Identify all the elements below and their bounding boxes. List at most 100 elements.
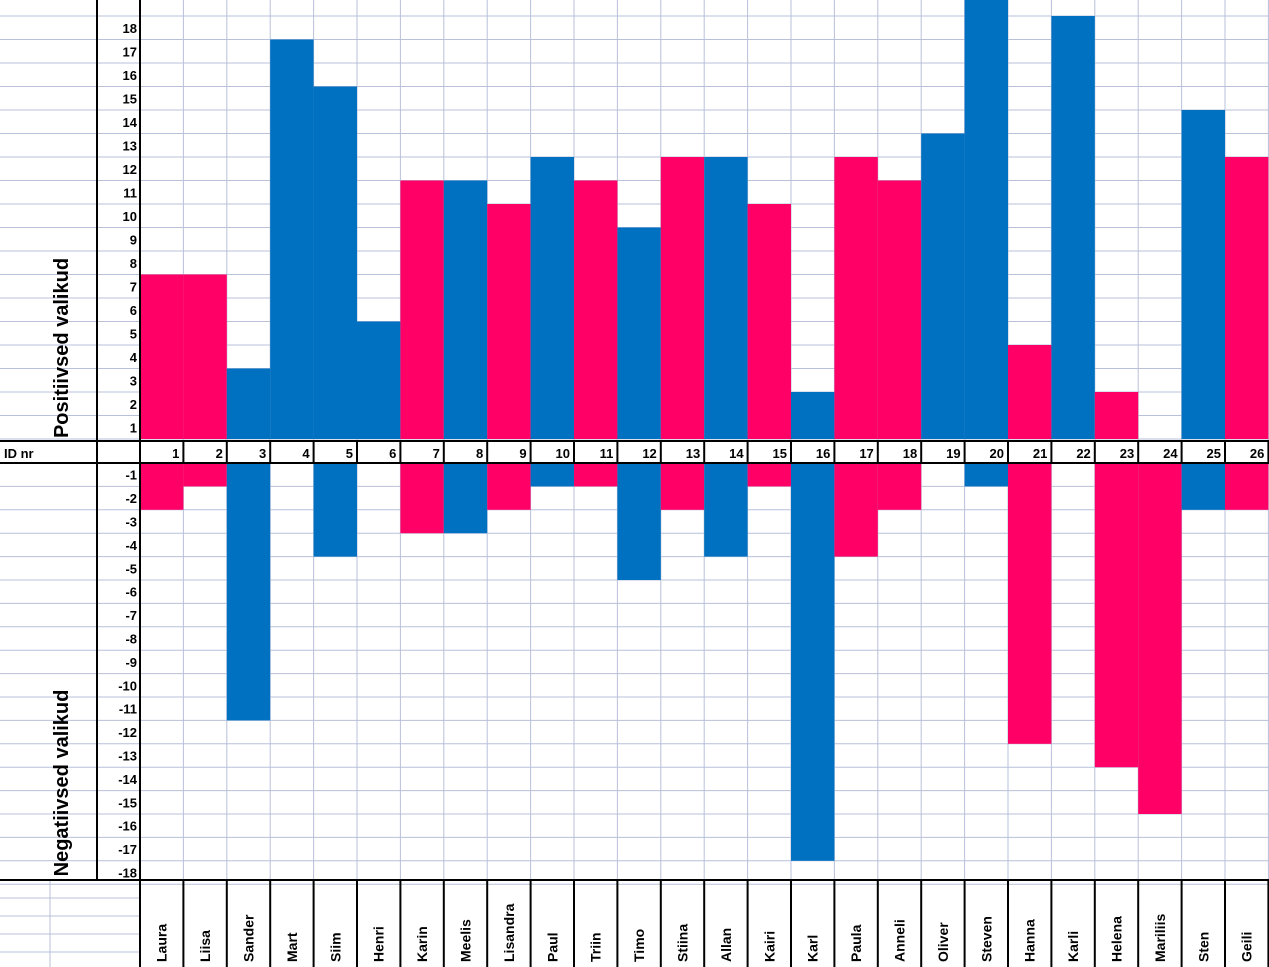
y-tick-label: -16 — [118, 819, 137, 834]
bar-positive-timo — [617, 227, 661, 439]
y-tick-label: -18 — [118, 866, 137, 881]
y-tick-label: 13 — [123, 138, 137, 153]
y-tick-label: -11 — [119, 702, 137, 717]
category-label: Karl — [805, 935, 821, 962]
id-label: 15 — [773, 446, 787, 461]
id-label: 13 — [686, 446, 700, 461]
bar-negative-karl — [791, 463, 835, 861]
bar-positive-triin — [574, 180, 618, 439]
y-tick-label: -8 — [125, 632, 137, 647]
bar-negative-stiina — [660, 463, 705, 510]
id-label: 17 — [859, 446, 873, 461]
bar-positive-anneli — [877, 180, 922, 439]
bar-negative-kairi — [747, 463, 791, 487]
y-tick-label: 5 — [130, 326, 137, 341]
y-tick-label: 2 — [130, 397, 137, 412]
bar-negative-mariliis — [1138, 463, 1182, 814]
bar-negative-sander — [226, 463, 271, 721]
y-tick-label: -2 — [125, 491, 137, 506]
category-label: Mariliis — [1152, 914, 1168, 962]
id-label: 7 — [433, 446, 440, 461]
bars — [140, 0, 1269, 861]
bar-positive-laura — [140, 274, 184, 439]
category-label: Liisa — [197, 930, 213, 962]
bar-positive-paul — [530, 157, 574, 439]
category-label: Helena — [1109, 916, 1125, 962]
bar-negative-helena — [1094, 463, 1139, 768]
bar-negative-triin — [574, 463, 618, 487]
y-tick-label: 18 — [123, 21, 137, 36]
bar-positive-stiina — [660, 157, 705, 439]
id-label: 23 — [1120, 446, 1134, 461]
y-tick-label: -14 — [118, 772, 138, 787]
id-label: 8 — [476, 446, 483, 461]
category-label: Sander — [241, 914, 257, 962]
bar-positive-kairi — [747, 204, 791, 439]
bar-negative-sten — [1181, 463, 1225, 510]
id-label: 14 — [729, 446, 744, 461]
id-label: 26 — [1250, 446, 1264, 461]
id-label: 18 — [903, 446, 917, 461]
bar-negative-liisa — [183, 463, 227, 487]
id-label: 5 — [346, 446, 353, 461]
id-label: 1 — [172, 446, 179, 461]
bar-negative-lisandra — [487, 463, 531, 510]
y-tick-label: 9 — [130, 232, 137, 247]
category-label: Laura — [154, 924, 170, 962]
y-tick-label: 8 — [130, 256, 137, 271]
bar-positive-paula — [834, 157, 878, 439]
id-label: 16 — [816, 446, 830, 461]
bar-positive-henri — [357, 321, 401, 439]
y-tick-label: -7 — [125, 608, 137, 623]
bar-negative-timo — [617, 463, 661, 580]
bar-negative-siim — [313, 463, 357, 557]
id-label: 25 — [1207, 446, 1221, 461]
positive-axis-label: Positiivsed valikud — [51, 258, 73, 438]
id-label: 12 — [642, 446, 656, 461]
category-label: Kairi — [761, 931, 777, 962]
category-label: Oliver — [935, 922, 951, 962]
y-tick-label: -5 — [125, 561, 137, 576]
category-label: Anneli — [892, 919, 908, 962]
category-label: Stiina — [675, 924, 691, 962]
category-label: Sten — [1195, 932, 1211, 962]
bar-negative-karin — [400, 463, 444, 534]
id-label: 19 — [946, 446, 960, 461]
y-tick-label: -15 — [118, 795, 137, 810]
y-tick-label: -12 — [118, 725, 137, 740]
y-tick-label: 15 — [123, 91, 137, 106]
id-label: 20 — [990, 446, 1004, 461]
bar-negative-meelis — [443, 463, 488, 534]
labels: Positiivsed valikud Negatiivsed valikud … — [4, 21, 1264, 962]
bar-positive-hanna — [1008, 345, 1052, 439]
bar-negative-laura — [140, 463, 184, 510]
y-tick-label: 11 — [123, 185, 137, 200]
category-label: Triin — [588, 932, 604, 962]
bar-positive-mart — [270, 39, 314, 439]
category-label: Allan — [718, 928, 734, 962]
bar-negative-hanna — [1008, 463, 1052, 744]
id-label: 21 — [1033, 446, 1047, 461]
y-tick-label: 16 — [123, 68, 137, 83]
category-label: Meelis — [458, 919, 474, 962]
bar-positive-geili — [1225, 157, 1269, 439]
bar-positive-lisandra — [487, 204, 531, 439]
bar-positive-siim — [313, 86, 357, 439]
bar-positive-liisa — [183, 274, 227, 439]
id-label: 9 — [519, 446, 526, 461]
category-label: Mart — [284, 932, 300, 962]
category-label: Karli — [1065, 931, 1081, 962]
y-tick-label: -10 — [118, 678, 137, 693]
id-label: 24 — [1163, 446, 1178, 461]
bar-negative-anneli — [877, 463, 922, 510]
category-label: Paula — [848, 924, 864, 962]
y-tick-label: -9 — [125, 655, 137, 670]
bar-negative-paul — [530, 463, 574, 487]
bar-positive-karli — [1051, 16, 1095, 439]
id-label: 6 — [389, 446, 396, 461]
bar-positive-sander — [226, 368, 271, 439]
y-tick-label: -13 — [118, 749, 137, 764]
